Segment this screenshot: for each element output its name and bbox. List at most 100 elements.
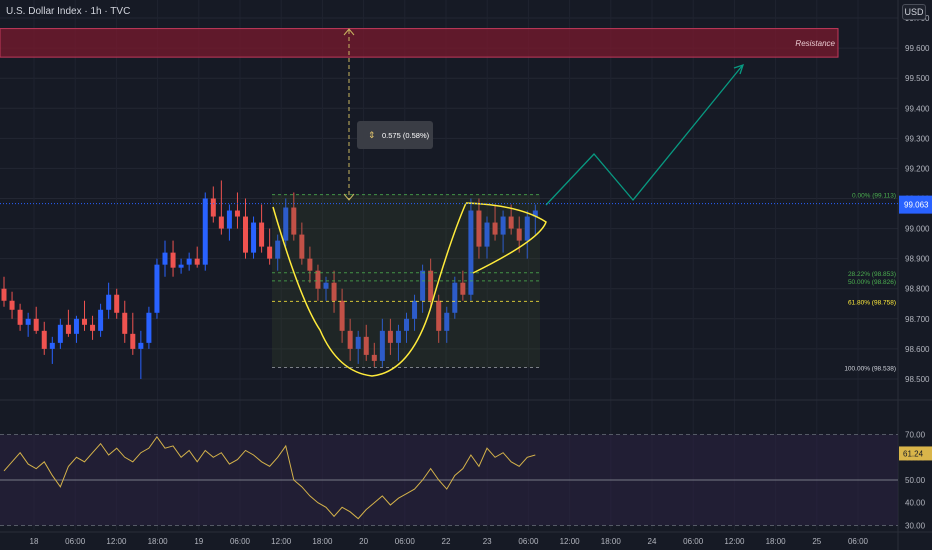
x-tick-label: 06:00 [230,537,251,546]
x-tick-label: 18:00 [148,537,169,546]
candle-body [387,330,393,343]
candle-body [57,324,63,343]
x-tick-label: 24 [648,537,657,546]
candle-body [130,333,136,349]
resistance-zone [0,28,839,58]
x-tick-label: 12:00 [560,537,581,546]
candle-body [371,354,377,361]
candle-body [49,342,55,349]
last-price-tag [899,195,932,214]
candle-body [210,198,216,217]
candle-body [267,246,273,259]
candle-body [234,210,240,217]
candle-body [243,216,248,253]
projection-path [545,65,743,206]
measure-arrow-bottom [343,193,355,201]
y-tick-label: 98.900 [905,255,930,264]
measure-box [357,121,433,149]
y-tick-label: 99.400 [905,104,930,113]
measure-arrow-top [343,28,355,36]
candle-body [1,288,7,301]
cup-pattern-curve [272,202,467,377]
candle-body [218,216,224,229]
candle-body [138,342,144,349]
candle-body [363,336,369,355]
y-tick-label: 99.000 [905,225,930,234]
x-tick-label: 12:00 [271,537,292,546]
fib-level-label: 0.00% (99.113) [852,193,896,200]
candle-body [508,216,514,229]
measure-label: 0.575 (0.58%) [382,131,430,140]
candle-body [106,294,112,310]
candle-body [154,264,160,313]
y-tick-label: 99.600 [905,44,930,53]
candle-body [452,282,458,313]
candle-body [178,264,184,268]
measure-icon: ⇕ [368,130,376,140]
candle-body [460,282,466,295]
candle-body [395,330,401,343]
rsi-tick-label: 70.00 [905,431,926,440]
rsi-tick-label: 50.00 [905,476,926,485]
rsi-value-tag [899,446,932,461]
candle-body [122,312,128,334]
candle-body [468,210,474,295]
candle-body [404,318,409,331]
candle-body [9,300,15,310]
x-tick-label: 12:00 [106,537,127,546]
fib-level-label: 28.22% (98.853) [848,271,896,278]
candle-body [73,318,79,334]
candle-body [226,210,232,229]
candle-body [259,222,265,247]
fib-level-label: 100.00% (98.538) [844,366,896,373]
x-tick-label: 19 [194,537,203,546]
candle-body [194,258,200,265]
x-tick-label: 18:00 [766,537,787,546]
y-tick-label: 99.300 [905,134,930,143]
candle-body [65,324,71,334]
currency-button[interactable]: USD [902,4,926,20]
candle-body [331,282,337,301]
x-tick-label: 12:00 [724,537,745,546]
x-tick-label: 25 [812,537,821,546]
candle-body [186,258,192,265]
candle-body [82,318,87,325]
y-tick-label: 98.800 [905,285,930,294]
candle-body [476,210,482,247]
candle-body [484,222,490,247]
y-tick-label: 98.600 [905,345,930,354]
rsi-value-label: 61.24 [903,449,924,458]
x-tick-label: 06:00 [518,537,539,546]
candle-body [307,258,313,271]
x-tick-label: 06:00 [848,537,869,546]
candle-body [90,324,96,331]
candle-body [428,270,434,301]
y-tick-label: 98.500 [905,375,930,384]
candle-body [420,270,426,301]
resistance-label: Resistance [795,39,835,48]
y-tick-label: 99.200 [905,164,930,173]
fib-level-label: 61.80% (98.758) [848,299,896,306]
candle-body [275,240,281,259]
candle-body [347,330,353,349]
candle-body [25,318,31,325]
candle-body [146,312,152,343]
candle-body [251,222,257,253]
candle-body [98,309,104,331]
fib-level-label: 50.00% (98.826) [848,279,896,286]
x-tick-label: 18:00 [601,537,622,546]
x-tick-label: 06:00 [395,537,416,546]
y-tick-label: 99.500 [905,74,930,83]
x-tick-label: 06:00 [683,537,704,546]
candle-body [315,270,321,289]
handle-pattern-curve [465,202,547,274]
candle-body [114,294,120,313]
y-tick-label: 98.700 [905,315,930,324]
candle-body [283,207,289,241]
candle-body [33,318,39,331]
last-price-label: 99.063 [904,201,929,210]
x-tick-label: 18:00 [312,537,333,546]
x-tick-label: 18 [30,537,39,546]
candle-body [355,336,361,349]
